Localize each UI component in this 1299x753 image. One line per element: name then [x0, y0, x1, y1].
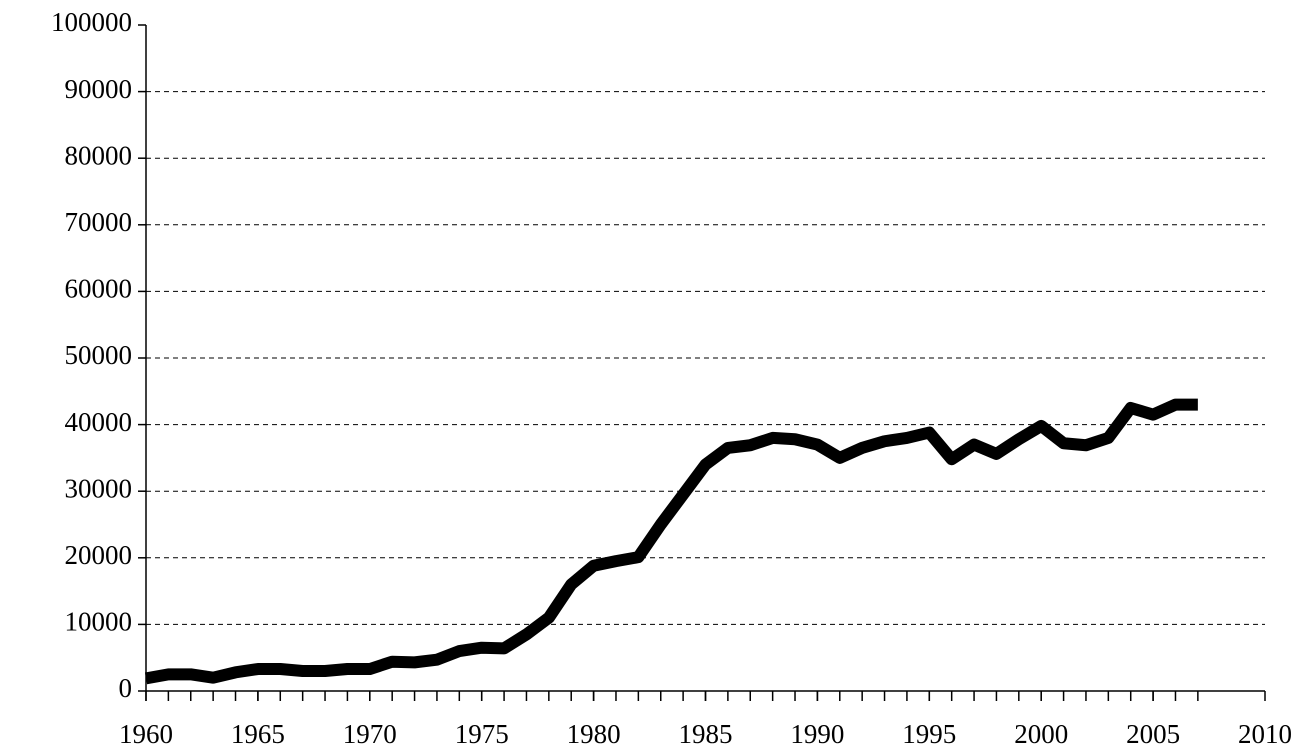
y-tick-label: 50000: [65, 340, 133, 370]
x-tick-label: 1960: [119, 719, 173, 749]
y-tick-label: 0: [119, 673, 133, 703]
y-tick-label: 10000: [65, 607, 133, 637]
x-tick-label: 1985: [679, 719, 733, 749]
y-tick-label: 30000: [65, 473, 133, 503]
y-tick-label: 90000: [65, 74, 133, 104]
y-tick-label: 70000: [65, 207, 133, 237]
y-tick-label: 60000: [65, 274, 133, 304]
y-tick-label: 40000: [65, 407, 133, 437]
data-line: [144, 398, 1198, 685]
x-tick-label: 1980: [567, 719, 621, 749]
x-tick-label: 1965: [231, 719, 285, 749]
x-tick-label: 2010: [1238, 719, 1292, 749]
x-tick-label: 2005: [1126, 719, 1180, 749]
x-tick-label: 1995: [902, 719, 956, 749]
x-tick-label: 1970: [343, 719, 397, 749]
x-tick-label: 1990: [790, 719, 844, 749]
x-tick-label: 2000: [1014, 719, 1068, 749]
x-tick-label: 1975: [455, 719, 509, 749]
y-tick-label: 100000: [51, 7, 132, 37]
y-tick-label: 20000: [65, 540, 133, 570]
y-tick-label: 80000: [65, 140, 133, 170]
